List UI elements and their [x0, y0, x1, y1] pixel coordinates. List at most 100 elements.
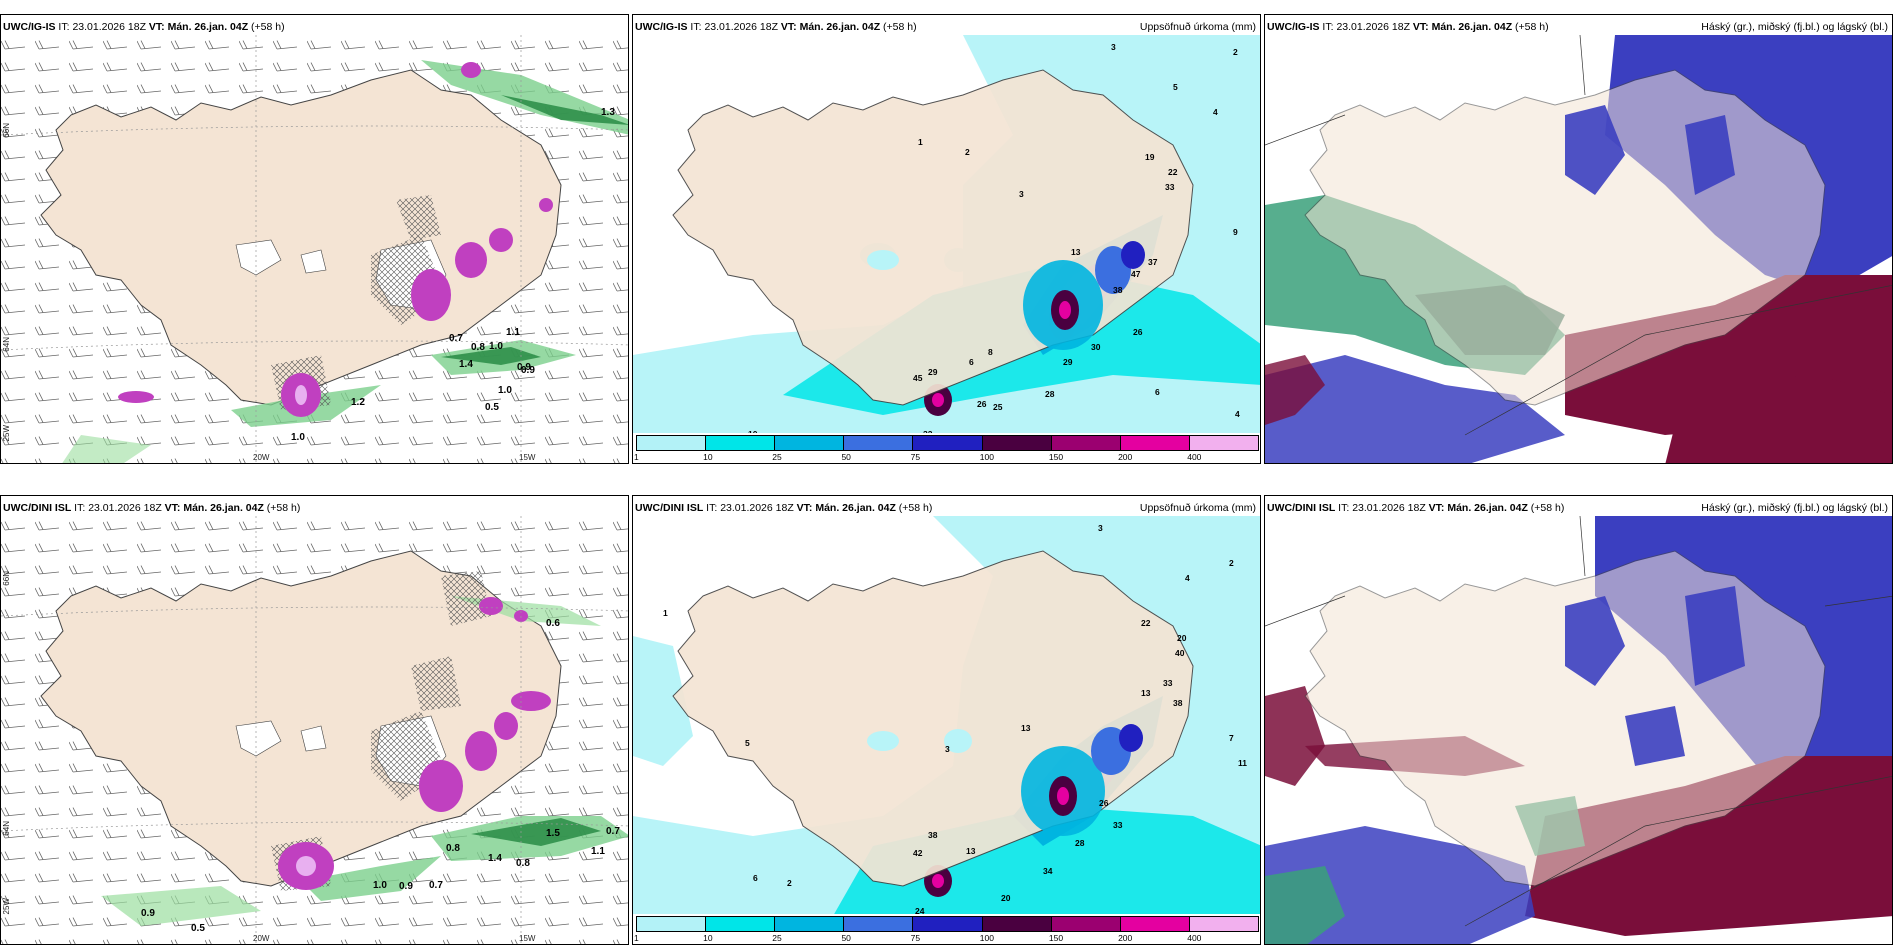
svg-text:22: 22: [1168, 167, 1178, 177]
svg-text:0.8: 0.8: [471, 342, 485, 353]
legend-swatch: [844, 917, 914, 931]
precip-title: Uppsöfnuð úrkoma (mm): [1139, 502, 1256, 514]
svg-text:0.5: 0.5: [191, 923, 205, 934]
svg-text:11: 11: [1238, 758, 1247, 768]
legend-tick: 10: [703, 452, 713, 462]
legend-tick: 100: [979, 933, 994, 943]
svg-text:1.5: 1.5: [546, 828, 560, 839]
precip-map[interactable]: 3 2 5 4 9 19 22 33 37 47 38 26 30 29 28 …: [633, 35, 1260, 463]
svg-text:38: 38: [1173, 698, 1183, 708]
svg-text:0.9: 0.9: [141, 908, 155, 919]
wind-values: 1.0 1.1 0.9 0.8 0.7 1.4 1.0 0.5 1.0 1.3 …: [291, 107, 615, 443]
wind-map[interactable]: 0.6 0.9 0.5 0.7 1.1 0.8 0.9 1.5 0.8 1.4 …: [1, 516, 628, 944]
svg-text:1: 1: [663, 608, 668, 618]
lon-15-label: 15W: [519, 934, 536, 943]
legend-tick: 1: [634, 933, 639, 943]
panel-title: UWC/DINI ISL IT: 23.01.2026 18Z VT: Mán.…: [1267, 502, 1565, 514]
iceland-land: [672, 550, 1194, 887]
lon-20-label: 20W: [253, 453, 270, 462]
lat-66-label: 66N: [2, 123, 11, 138]
svg-text:42: 42: [913, 848, 923, 858]
svg-text:3: 3: [1098, 523, 1103, 533]
panel-title: UWC/IG-IS IT: 23.01.2026 18Z VT: Mán. 26…: [3, 21, 285, 33]
svg-text:1.1: 1.1: [591, 846, 605, 857]
svg-text:8: 8: [988, 347, 993, 357]
svg-text:20: 20: [1001, 893, 1011, 903]
svg-text:30: 30: [1091, 342, 1101, 352]
svg-text:0.9: 0.9: [517, 362, 531, 373]
svg-text:1.4: 1.4: [459, 359, 473, 370]
svg-text:2: 2: [965, 147, 970, 157]
panel-cloud-row2: UWC/DINI ISL IT: 23.01.2026 18Z VT: Mán.…: [1264, 495, 1893, 945]
svg-text:34: 34: [1043, 866, 1053, 876]
svg-text:5: 5: [745, 738, 750, 748]
svg-text:6: 6: [753, 873, 758, 883]
wind-map[interactable]: 1.0 1.1 0.9 0.8 0.7 1.4 1.0 0.5 1.0 1.3 …: [1, 35, 628, 463]
iceland-land: [672, 69, 1194, 406]
legend-swatch: [982, 436, 1052, 450]
panel-cloud-row1: UWC/IG-IS IT: 23.01.2026 18Z VT: Mán. 26…: [1264, 14, 1893, 464]
iceland-land: [1304, 69, 1826, 406]
svg-text:20: 20: [1177, 633, 1187, 643]
legend-tick: 150: [1048, 452, 1064, 462]
legend-swatch: [706, 917, 776, 931]
panel-title: UWC/DINI ISL IT: 23.01.2026 18Z VT: Mán.…: [3, 502, 301, 514]
cloud-title: Háský (gr.), miðský (fj.bl.) og lágský (…: [1701, 502, 1888, 514]
legend-swatch: [1120, 917, 1190, 931]
lon-15-label: 15W: [519, 453, 536, 462]
svg-text:38: 38: [928, 830, 938, 840]
svg-text:13: 13: [1021, 723, 1031, 733]
panel-wind-row2: UWC/DINI ISL IT: 23.01.2026 18Z VT: Mán.…: [0, 495, 629, 945]
cloud-title: Háský (gr.), miðský (fj.bl.) og lágský (…: [1701, 21, 1888, 33]
iceland-land: [1304, 550, 1826, 887]
wind-values: 0.6 0.9 0.5 0.7 1.1 0.8 0.9 1.5 0.8 1.4 …: [141, 618, 620, 934]
svg-text:2: 2: [787, 878, 792, 888]
legend-tick: 100: [979, 452, 994, 462]
svg-text:1.0: 1.0: [291, 432, 305, 443]
svg-text:0.6: 0.6: [546, 618, 560, 629]
svg-text:7: 7: [1229, 733, 1234, 743]
precip-map[interactable]: 3 2 4 22 20 40 33 38 13 13 11 7 28 26 33…: [633, 516, 1260, 944]
legend-swatch: [1189, 917, 1258, 931]
legend-swatch: [1120, 436, 1190, 450]
legend-swatch: [775, 917, 845, 931]
svg-text:33: 33: [1113, 820, 1123, 830]
legend-tick: 10: [703, 933, 713, 943]
svg-text:25: 25: [993, 402, 1003, 412]
svg-text:0.9: 0.9: [399, 881, 413, 892]
cloud-map[interactable]: [1265, 516, 1892, 944]
precip-legend: 1 10 25 50 75 100 150 200 400: [633, 914, 1260, 944]
svg-text:47: 47: [1131, 269, 1141, 279]
legend-tick: 150: [1048, 933, 1064, 943]
legend-tick: 400: [1187, 452, 1202, 462]
svg-text:0.7: 0.7: [429, 880, 443, 891]
svg-text:1.2: 1.2: [351, 397, 365, 408]
legend-swatch: [706, 436, 776, 450]
svg-text:1: 1: [918, 137, 923, 147]
svg-text:0.8: 0.8: [446, 843, 460, 854]
svg-text:1.0: 1.0: [373, 880, 387, 891]
svg-text:4: 4: [1213, 107, 1218, 117]
legend-swatch: [637, 917, 707, 931]
legend-swatch: [913, 436, 983, 450]
svg-text:4: 4: [1185, 573, 1190, 583]
svg-text:1.0: 1.0: [498, 385, 512, 396]
svg-text:40: 40: [1175, 648, 1185, 658]
legend-swatch: [1051, 917, 1121, 931]
legend-colorbar: [636, 435, 1259, 451]
legend-swatch: [1051, 436, 1121, 450]
lat-64-label: 64N: [2, 821, 11, 836]
wind-green-zones: [62, 60, 628, 463]
svg-text:0.7: 0.7: [449, 333, 463, 344]
svg-text:0.9: 0.9: [521, 365, 535, 376]
svg-text:0.8: 0.8: [516, 858, 530, 869]
svg-text:26: 26: [977, 399, 987, 409]
cloud-map[interactable]: [1265, 35, 1892, 463]
svg-text:13: 13: [1141, 688, 1151, 698]
legend-swatch: [775, 436, 845, 450]
svg-text:1.1: 1.1: [506, 327, 520, 338]
svg-text:2: 2: [1233, 47, 1238, 57]
svg-text:3: 3: [1111, 42, 1116, 52]
svg-text:38: 38: [1113, 285, 1123, 295]
wind-green-zones: [101, 596, 628, 926]
